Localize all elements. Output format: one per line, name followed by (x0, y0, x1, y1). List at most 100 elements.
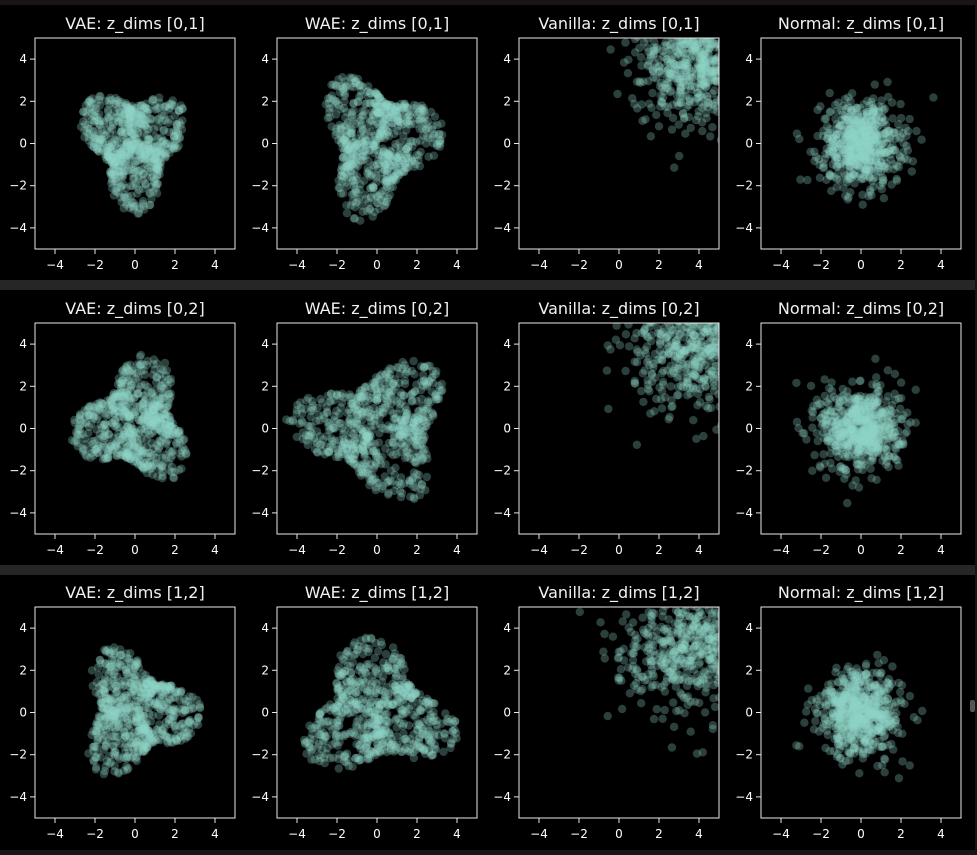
scatter-point (360, 147, 369, 156)
scatter-point (358, 133, 367, 143)
scatter-point (108, 153, 117, 162)
scatter-point (122, 200, 131, 209)
scatter-point (736, 47, 744, 55)
scatter-point (404, 116, 413, 126)
scatter-point (112, 97, 122, 106)
scatter-point (726, 12, 734, 20)
scatter-point (844, 173, 854, 182)
scatter-point (367, 108, 376, 117)
scatter-point (127, 107, 136, 116)
scrollbar-track[interactable] (975, 0, 977, 855)
scatter-point (738, 325, 746, 333)
scatter-point (82, 128, 92, 137)
scatter-point (698, 50, 707, 59)
scatter-point (699, 295, 707, 303)
scatter-point (346, 154, 356, 163)
scatter-point (106, 135, 115, 145)
scatter-point (367, 116, 376, 126)
scatter-point (353, 172, 362, 181)
scatter-point (373, 108, 383, 117)
subplot-title: Normal: z_dims [0,1] (778, 14, 944, 34)
scatter-point (126, 114, 135, 123)
scatter-point (430, 112, 440, 121)
y-tick-label: −4 (9, 221, 27, 235)
scatter-point (719, 279, 727, 287)
scatter-point (684, 112, 693, 122)
scatter-point (395, 162, 404, 172)
scatter-point (715, 66, 719, 75)
scatter-point (157, 133, 166, 142)
scatter-point (94, 133, 104, 143)
scatter-point (345, 157, 354, 166)
scatter-point (292, 432, 301, 442)
scatter-point (908, 157, 918, 166)
scatter-point (696, 0, 704, 2)
scatter-point (689, 45, 698, 54)
scatter-point (126, 181, 135, 191)
scatter-point (901, 123, 910, 132)
scatter-point (681, 281, 689, 289)
scatter-point (700, 63, 709, 72)
scatter-point (624, 55, 633, 64)
scatter-point (416, 104, 425, 113)
scatter-point (129, 165, 139, 175)
scatter-point (83, 120, 93, 129)
scatter-point (383, 127, 392, 137)
scatter-point (359, 151, 368, 160)
scatter-point (681, 5, 689, 13)
scatter-point (392, 154, 402, 163)
scatter-point (120, 111, 130, 120)
scatter-point (418, 444, 427, 453)
scatter-point (711, 62, 719, 72)
scatter-point (732, 366, 740, 374)
scatter-point (736, 375, 744, 383)
scatter-point (131, 146, 140, 155)
scatter-point (699, 311, 707, 319)
scatter-point (347, 113, 356, 122)
scatter-point (378, 144, 388, 153)
scatter-point (721, 340, 729, 348)
scatter-point (707, 41, 716, 50)
scatter-point (735, 119, 743, 127)
scatter-point (713, 41, 719, 51)
scatter-point (339, 172, 348, 181)
subplot-title: Vanilla: z_dims [0,1] (538, 14, 699, 34)
scatter-point (638, 369, 648, 378)
scatter-point (378, 186, 387, 196)
scatter-point (370, 135, 379, 145)
scatter-point (373, 192, 382, 201)
scatter-point (136, 119, 145, 128)
scatter-point (158, 366, 168, 375)
scatter-point (386, 111, 395, 120)
scatter-point (140, 119, 149, 128)
scatter-point (675, 38, 684, 46)
scatter-point (161, 149, 171, 158)
scatter-point (127, 111, 136, 120)
scatter-point (723, 277, 731, 285)
scatter-point (701, 108, 711, 118)
y-tick-label: 2 (745, 94, 753, 108)
scatter-point (347, 159, 356, 169)
scatter-point (126, 150, 135, 160)
scatter-point (106, 167, 115, 176)
scatter-point (367, 192, 376, 201)
scatter-point (134, 208, 144, 218)
scatter-point (642, 357, 652, 367)
scatter-point (730, 332, 738, 340)
scatter-point (113, 138, 122, 147)
scatter-point (656, 97, 666, 107)
scatter-point (701, 38, 710, 44)
scatter-point (687, 1, 695, 9)
scatter-point (681, 40, 690, 49)
scatter-point (408, 137, 418, 146)
scatter-point (93, 448, 102, 458)
scrollbar-thumb[interactable] (970, 700, 975, 712)
scatter-point (79, 117, 88, 126)
scatter-point (161, 102, 170, 112)
x-tick-label: 4 (695, 258, 703, 272)
scatter-point (395, 106, 404, 116)
scatter-point (119, 169, 128, 178)
scatter-point (699, 315, 707, 323)
scatter-point (338, 73, 347, 82)
scatter-point (93, 113, 102, 122)
